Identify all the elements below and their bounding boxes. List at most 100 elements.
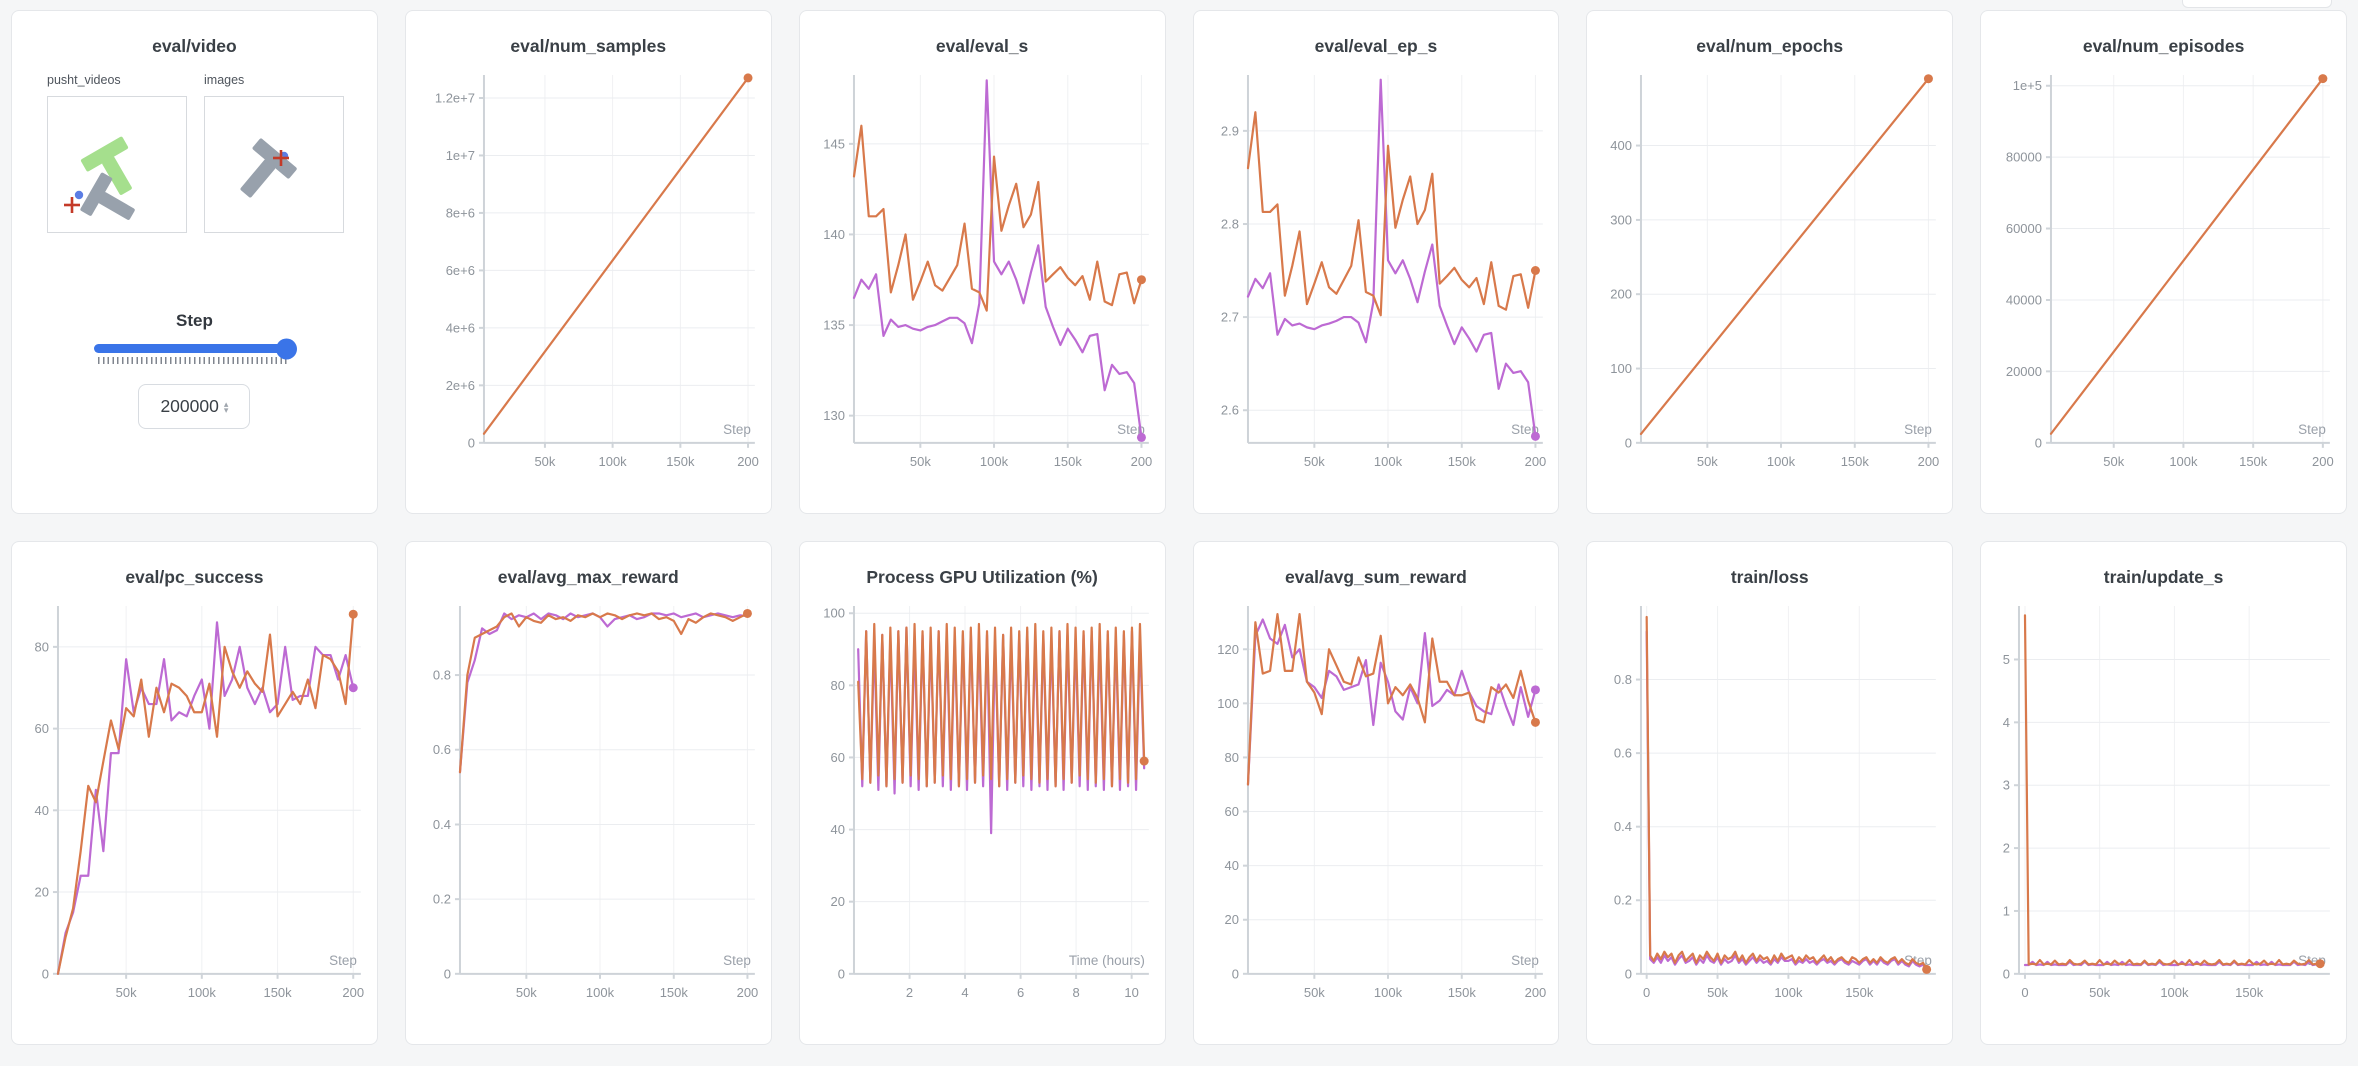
panel-title: train/update_s [2103,567,2224,587]
svg-text:4e+6: 4e+6 [446,320,475,335]
svg-text:200: 200 [342,985,364,1000]
svg-text:50k: 50k [116,985,137,1000]
image-thumbnail-images[interactable] [204,96,344,233]
panel-eval-num-epochs: eval/num_epochs 0 100 200 300 400 50k 100k 150k… [1586,10,1954,514]
svg-text:2.8: 2.8 [1220,217,1238,232]
panel-title: eval/eval_ep_s [1314,36,1438,56]
svg-text:Step: Step [1904,422,1932,437]
svg-text:200: 200 [737,454,759,469]
svg-text:150k: 150k [263,985,292,1000]
chart-eval-avg-max-reward[interactable]: 0 0.2 0.4 0.6 0.8 50k 100k 150k 200 Step [406,590,771,1020]
target-cross-icon [64,197,80,213]
panel-eval-video: eval/video pusht_videos [11,10,378,514]
step-slider-label: Step [175,311,213,330]
stepper-up-icon[interactable]: ▴ [223,398,229,409]
svg-text:150k: 150k [1447,985,1476,1000]
svg-text:0: 0 [1625,966,1632,981]
svg-text:150k: 150k [666,454,695,469]
svg-text:5: 5 [2003,652,2010,667]
chart-eval-num-samples[interactable]: 0 2e+6 4e+6 6e+6 8e+6 1e+7 1.2e+7 50k 100k 150k 20… [406,59,771,489]
svg-text:0: 0 [42,966,49,981]
panel-eval-eval-ep-s: eval/eval_ep_s 2.6 2.7 2.8 2.9 50k 100k 150k 20… [1192,10,1560,514]
chart-eval-num-epochs[interactable]: 0 100 200 300 400 50k 100k 150k 200 Step [1587,59,1952,489]
slider-tick-marks [98,357,291,364]
slider-knob[interactable] [276,338,298,359]
svg-text:145: 145 [823,136,845,151]
thumbnail-group-images: images [204,73,344,233]
svg-text:2.7: 2.7 [1220,310,1238,325]
panel-title: eval/video [152,36,237,56]
svg-text:150k: 150k [660,985,689,1000]
svg-text:50k: 50k [1303,985,1324,1000]
chart-process-gpu-utilization[interactable]: 0 20 40 60 80 100 2 4 6 8 10 Time (hours) [800,590,1165,1020]
thumbnail-label: pusht_videos [47,73,121,87]
svg-text:Step: Step [1511,422,1539,437]
video-thumbnail-pusht-videos[interactable] [47,96,187,233]
svg-text:300: 300 [1611,212,1633,227]
svg-text:140: 140 [823,227,845,242]
panel-title: train/loss [1730,567,1809,587]
svg-text:2.6: 2.6 [1220,403,1238,418]
svg-text:120: 120 [1217,642,1239,657]
svg-text:40000: 40000 [2006,292,2042,307]
svg-text:100k: 100k [980,454,1009,469]
panel-title: eval/avg_max_reward [497,567,679,587]
svg-text:50k: 50k [2103,454,2124,469]
svg-text:60000: 60000 [2006,221,2042,236]
stepper-down-icon[interactable]: ▾ [223,404,229,415]
panel-train-loss: train/loss 0 0.2 0.4 0.6 0.8 0 50k 100k 150k Step [1586,541,1954,1045]
step-number-input[interactable]: 200000 ▴ ▾ [138,384,251,429]
svg-text:Step: Step [723,953,751,968]
svg-text:60: 60 [35,721,49,736]
target-cross-icon [273,150,289,166]
panel-title: eval/num_episodes [2082,36,2245,56]
chart-eval-pc-success[interactable]: 0 20 40 60 80 50k 100k 150k 200 Step [12,590,377,1020]
chart-eval-eval-ep-s[interactable]: 2.6 2.7 2.8 2.9 50k 100k 150k 200 Step [1194,59,1559,489]
svg-text:0: 0 [837,966,844,981]
offscreen-panel-edge [2182,0,2332,8]
svg-text:Time (hours): Time (hours) [1069,953,1145,968]
svg-text:100: 100 [1217,696,1239,711]
svg-text:2: 2 [2003,841,2010,856]
step-slider[interactable] [94,338,298,364]
thumbnail-label: images [204,73,245,87]
goal-t-shape [80,136,132,195]
svg-text:6e+6: 6e+6 [446,263,475,278]
svg-text:0: 0 [2022,985,2029,1000]
panel-title: eval/pc_success [125,567,264,587]
svg-text:100: 100 [823,606,845,621]
svg-text:150k: 150k [2235,985,2264,1000]
panel-eval-num-episodes: eval/num_episodes 0 20000 40000 60000 80000 1… [1980,10,2347,514]
panel-eval-num-samples: eval/num_samples 0 2e+6 4e+6 6e+6 8e+6 1e+7 1.… [404,10,772,514]
svg-text:60: 60 [830,750,844,765]
svg-text:100: 100 [1611,361,1633,376]
svg-text:100k: 100k [1767,454,1796,469]
svg-text:6: 6 [1017,985,1024,1000]
panel-title: eval/num_epochs [1696,36,1844,56]
svg-text:20: 20 [1224,912,1238,927]
svg-text:Step: Step [2298,422,2326,437]
chart-eval-avg-sum-reward[interactable]: 0 20 40 60 80 100 120 50k 100k 150k 200 Step [1194,590,1559,1020]
svg-text:50k: 50k [534,454,555,469]
svg-text:150k: 150k [1841,454,1870,469]
svg-text:0: 0 [1231,966,1238,981]
svg-text:200: 200 [1524,985,1546,1000]
number-stepper[interactable]: ▴ ▾ [223,398,229,415]
svg-text:0: 0 [444,966,451,981]
svg-text:1.2e+7: 1.2e+7 [435,90,475,105]
svg-text:2.9: 2.9 [1220,123,1238,138]
svg-text:0: 0 [468,435,475,450]
svg-text:0.2: 0.2 [1614,893,1632,908]
svg-text:0.6: 0.6 [1614,746,1632,761]
slider-track[interactable] [94,338,298,359]
svg-text:100k: 100k [1775,985,1804,1000]
chart-eval-num-episodes[interactable]: 0 20000 40000 60000 80000 1e+5 50k 100k 150k 200 S… [1981,59,2346,489]
svg-text:0.6: 0.6 [433,742,451,757]
svg-text:80000: 80000 [2006,150,2042,165]
chart-eval-eval-s[interactable]: 130 135 140 145 50k 100k 150k 200 Step [800,59,1165,489]
svg-text:100k: 100k [1373,985,1402,1000]
svg-text:40: 40 [35,803,49,818]
